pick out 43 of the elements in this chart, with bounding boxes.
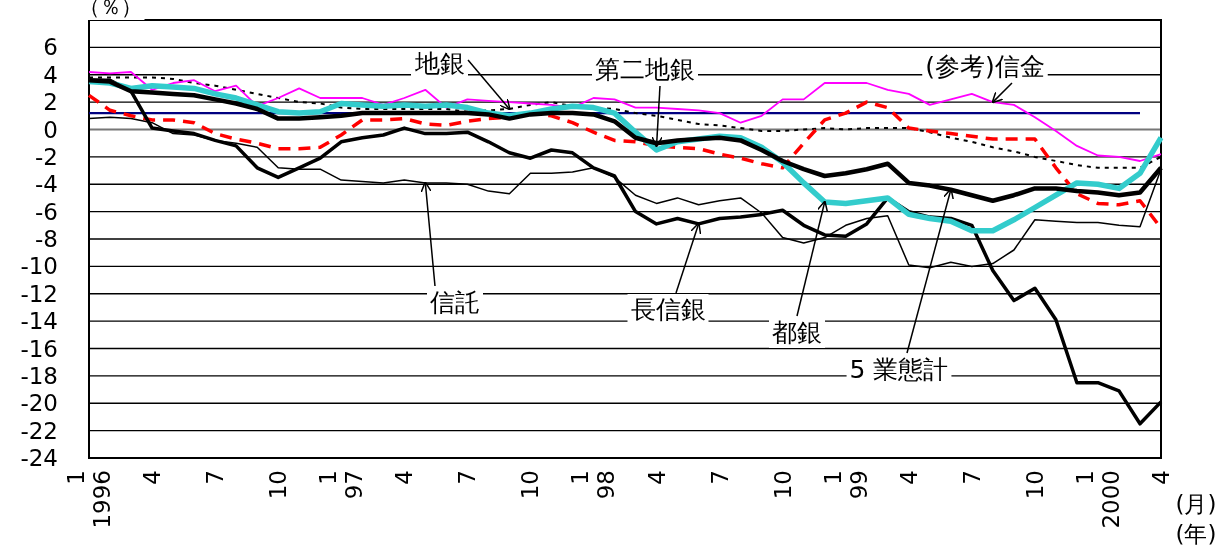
x-tick-label: 7 xyxy=(454,470,481,485)
y-tick-label: -16 xyxy=(20,335,58,362)
x-tick-label: 7 xyxy=(202,470,229,485)
x-tick-label: 4 xyxy=(895,470,922,485)
x-tick-label: 1 1996 xyxy=(63,470,115,529)
x-tick-label: 1 99 xyxy=(819,470,872,500)
text: 信託 xyxy=(430,288,480,317)
y-tick-label: 4 xyxy=(43,61,58,88)
x-tick-label: 10 xyxy=(517,470,544,500)
series-label: 地銀 xyxy=(414,49,465,78)
y-tick-label: 6 xyxy=(43,34,58,61)
y-tick-label: -24 xyxy=(20,445,58,471)
series-label: (参考)信金 xyxy=(925,52,1045,81)
text: 長信銀 xyxy=(630,295,706,324)
y-tick-label: -20 xyxy=(20,390,58,417)
x-tick-label: 4 xyxy=(643,470,670,485)
y-tick-label: -14 xyxy=(20,308,58,335)
x-tick-label: 4 xyxy=(391,470,418,485)
x-tick-label: 1 2000 xyxy=(1071,470,1124,529)
y-tick-label: -6 xyxy=(35,198,58,225)
x-tick-label: 10 xyxy=(265,470,292,500)
y-tick-label: -18 xyxy=(20,362,58,389)
text: 都銀 xyxy=(772,318,822,347)
x-tick-label: 4 xyxy=(1148,470,1174,485)
y-tick-label: -8 xyxy=(35,226,58,252)
x-tick-label: 4 xyxy=(139,470,166,485)
x-axis-title: (月) (年) xyxy=(1175,491,1217,547)
y-tick-label: -10 xyxy=(20,253,58,280)
y-tick-label: -4 xyxy=(35,171,58,198)
x-tick-label: 7 xyxy=(706,470,733,485)
y-tick-label: -22 xyxy=(20,417,58,444)
x-tick-label: 7 xyxy=(958,470,985,485)
series-label: 第二地銀 xyxy=(595,55,695,84)
y-tick-label: -12 xyxy=(20,280,58,307)
x-tick-label: 1 98 xyxy=(567,470,620,500)
y-tick-label: 0 xyxy=(43,116,58,143)
x-tick-label: 10 xyxy=(769,470,796,500)
x-tick-label: 10 xyxy=(1021,470,1048,500)
y-tick-label: 2 xyxy=(43,89,58,116)
y-axis-title: （％） xyxy=(78,0,142,19)
x-tick-label: 1 97 xyxy=(315,470,368,500)
y-tick-label: -2 xyxy=(35,143,58,170)
text: 5 業態計 xyxy=(849,355,949,384)
